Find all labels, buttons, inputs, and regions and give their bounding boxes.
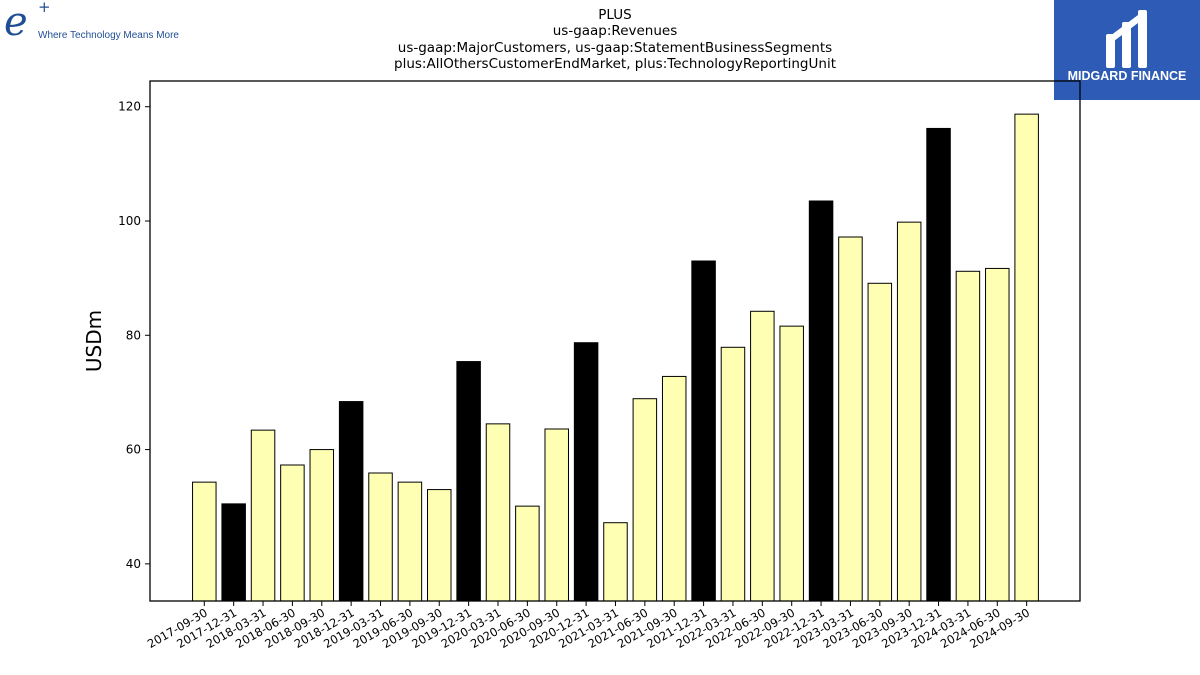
bar (280, 464, 305, 602)
bar (221, 503, 246, 602)
bar (955, 270, 981, 602)
logo-tagline: Where Technology Means More (38, 30, 179, 41)
bar (661, 375, 687, 602)
bar (926, 127, 951, 602)
bar (779, 325, 804, 602)
bar (309, 449, 335, 602)
bar (838, 236, 863, 602)
bar (338, 401, 364, 602)
y-axis-label: USDm (82, 310, 106, 372)
logo-plus-mark: + (38, 0, 51, 16)
bar (808, 200, 834, 602)
y-tick-label: 100 (118, 214, 141, 228)
y-tick-label: 120 (118, 100, 141, 114)
chart-title-line: us-gaap:MajorCustomers, us-gaap:Statemen… (397, 39, 833, 56)
y-tick-label: 80 (126, 328, 141, 342)
bar (896, 221, 922, 602)
midgard-emblem-icon (1106, 10, 1147, 68)
bar (632, 398, 658, 602)
bar (515, 505, 540, 602)
chart-title-line: PLUS (598, 7, 632, 23)
bar (544, 428, 569, 602)
y-tick-label: 40 (126, 557, 141, 571)
bar (427, 489, 452, 602)
bar (397, 481, 423, 602)
logo-e-mark: e (4, 0, 28, 45)
company-logo: e + Where Technology Means More (0, 0, 200, 50)
midgard-logo-text: MIDGARD FINANCE (1067, 69, 1187, 83)
bar (1014, 113, 1039, 602)
bar (485, 423, 511, 602)
bar (603, 522, 628, 602)
bar (985, 267, 1010, 602)
chart-title-line: plus:AllOthersCustomerEndMarket, plus:Te… (394, 55, 836, 72)
bar (720, 346, 746, 602)
y-tick-label: 60 (126, 443, 141, 457)
bar (456, 361, 481, 602)
bar (250, 429, 276, 602)
bar (691, 260, 716, 602)
bar (573, 342, 599, 602)
bar (368, 472, 393, 602)
chart-title-line: us-gaap:Revenues (552, 23, 678, 40)
bar (750, 310, 775, 602)
chart-title: PLUS us-gaap:Revenues us-gaap:MajorCusto… (290, 7, 940, 72)
bar (192, 481, 217, 602)
midgard-finance-logo: MIDGARD FINANCE (1054, 0, 1200, 100)
bar (867, 282, 893, 602)
